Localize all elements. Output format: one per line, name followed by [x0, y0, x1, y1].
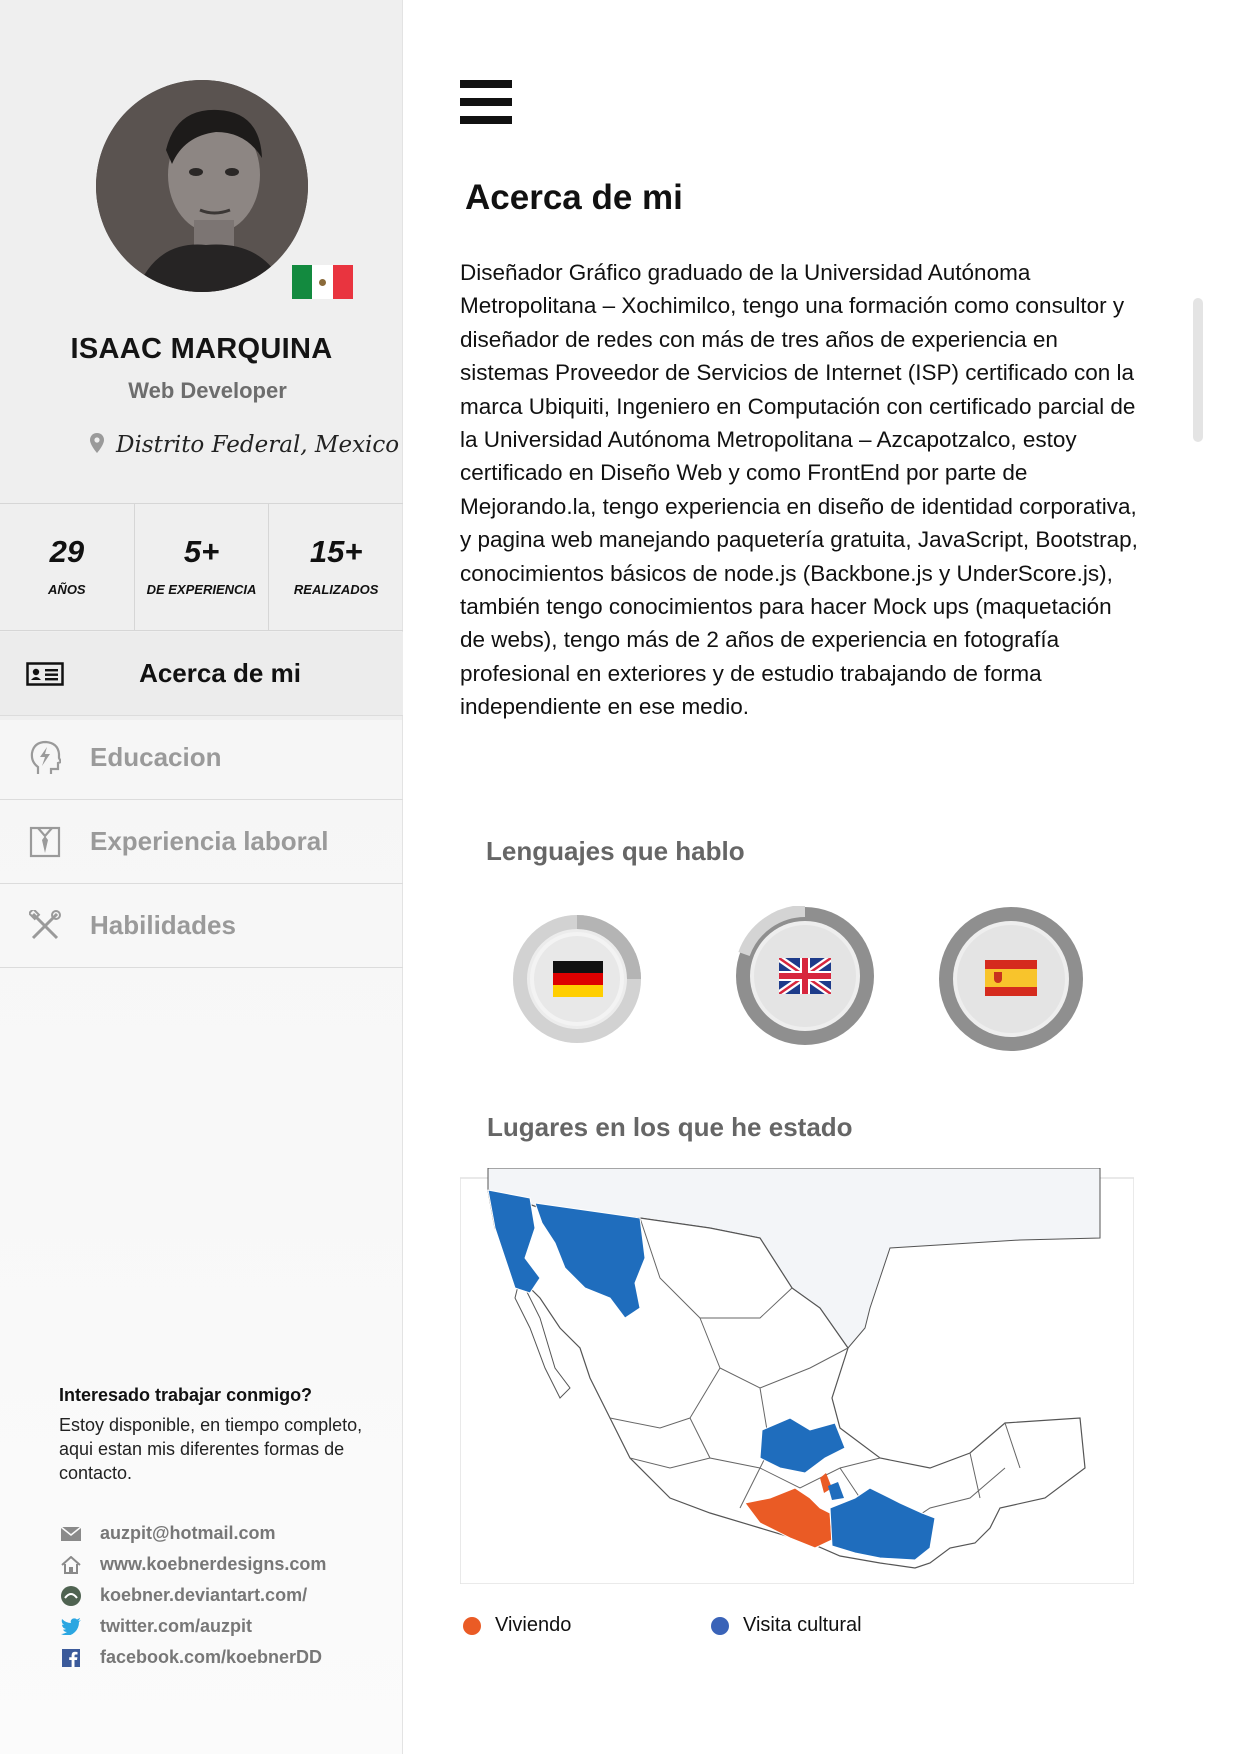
- profile-location: Distrito Federal, Mexico: [90, 432, 399, 458]
- contact-text: Estoy disponible, en tiempo completo, aq…: [59, 1415, 363, 1483]
- spain-flag-icon: [985, 960, 1037, 996]
- places-map: [459, 1167, 1135, 1585]
- stat-label: DE EXPERIENCIA: [146, 582, 257, 597]
- contact-list: auzpit@hotmail.com www.koebnerdesigns.co…: [58, 1518, 326, 1673]
- nav-item-experience[interactable]: Experiencia laboral: [0, 800, 403, 884]
- stat-projects: 15+ REALIZADOS: [269, 504, 403, 630]
- shirt-tie-icon: [0, 826, 90, 858]
- section-title-about: Acerca de mi: [465, 178, 683, 217]
- contact-text: auzpit@hotmail.com: [100, 1523, 276, 1543]
- contact-email[interactable]: auzpit@hotmail.com: [58, 1518, 326, 1549]
- language-spanish: [938, 906, 1084, 1057]
- stat-label: REALIZADOS: [293, 582, 379, 597]
- stat-value: 29: [49, 534, 85, 569]
- facebook-icon: [58, 1648, 84, 1667]
- tools-icon: [0, 909, 90, 942]
- profile-name: ISAAC MARQUINA: [70, 333, 333, 365]
- stat-value: 5+: [183, 534, 220, 569]
- stat-experience: 5+ DE EXPERIENCIA: [135, 504, 270, 630]
- germany-flag-icon: [553, 961, 603, 997]
- contact-text: facebook.com/koebnerDD: [100, 1647, 323, 1667]
- stat-label: AÑOS: [48, 582, 86, 597]
- nav-label: Experiencia laboral: [90, 826, 329, 856]
- location-text: Distrito Federal, Mexico: [116, 432, 400, 458]
- contact-text: koebner.deviantart.com/: [100, 1585, 308, 1605]
- legend-item-living: Viviendo: [463, 1614, 711, 1637]
- legend-label: Visita cultural: [743, 1614, 862, 1636]
- location-pin-icon: [90, 432, 104, 458]
- legend-dot: [463, 1616, 481, 1635]
- contact-deviantart[interactable]: koebner.deviantart.com/: [58, 1580, 326, 1611]
- twitter-icon: [58, 1618, 84, 1635]
- language-english: [735, 905, 875, 1051]
- hamburger-menu-button[interactable]: [460, 80, 512, 124]
- contact-twitter[interactable]: twitter.com/auzpit: [58, 1611, 326, 1642]
- legend-item-visit: Visita cultural: [711, 1614, 959, 1637]
- stat-age: 29 AÑOS: [0, 504, 135, 630]
- nav-label: Educacion: [90, 742, 222, 772]
- section-title-languages: Lenguajes que hablo: [486, 836, 745, 866]
- legend-label: Viviendo: [495, 1614, 572, 1636]
- nav-label: Habilidades: [90, 910, 236, 940]
- mexico-flag-icon: [292, 265, 353, 299]
- mail-icon: [58, 1526, 84, 1541]
- id-card-icon: [0, 661, 90, 686]
- deviantart-icon: [58, 1585, 84, 1606]
- nav-label: Acerca de mi: [139, 658, 301, 688]
- section-title-places: Lugares en los que he estado: [487, 1112, 853, 1142]
- language-level-arc: [576, 915, 641, 980]
- about-paragraph: Diseñador Gráfico graduado de la Univers…: [460, 260, 1138, 720]
- map-legend: Viviendo Visita cultural: [463, 1614, 959, 1637]
- avatar: [96, 80, 308, 292]
- contact-facebook[interactable]: facebook.com/koebnerDD: [58, 1642, 326, 1673]
- head-lightning-icon: [0, 740, 90, 776]
- home-icon: [58, 1555, 84, 1574]
- profile-role: Web Developer: [128, 378, 287, 403]
- stat-value: 15+: [309, 534, 363, 569]
- stats-row: 29 AÑOS 5+ DE EXPERIENCIA 15+ REALIZADOS: [0, 503, 403, 631]
- language-german: [511, 913, 643, 1050]
- contact-website[interactable]: www.koebnerdesigns.com: [58, 1549, 326, 1580]
- contact-text: www.koebnerdesigns.com: [100, 1554, 327, 1574]
- scrollbar[interactable]: [1193, 298, 1203, 442]
- uk-flag-icon: [777, 955, 833, 997]
- contact-title: Interesado trabajar conmigo?: [59, 1385, 313, 1405]
- nav-item-education[interactable]: Educacion: [0, 716, 403, 800]
- nav-item-skills[interactable]: Habilidades: [0, 884, 403, 968]
- legend-dot: [711, 1616, 729, 1635]
- nav-item-about[interactable]: Acerca de mi: [0, 632, 403, 716]
- contact-text: twitter.com/auzpit: [100, 1616, 253, 1636]
- sidebar: ISAAC MARQUINA Web Developer Distrito Fe…: [0, 0, 403, 1754]
